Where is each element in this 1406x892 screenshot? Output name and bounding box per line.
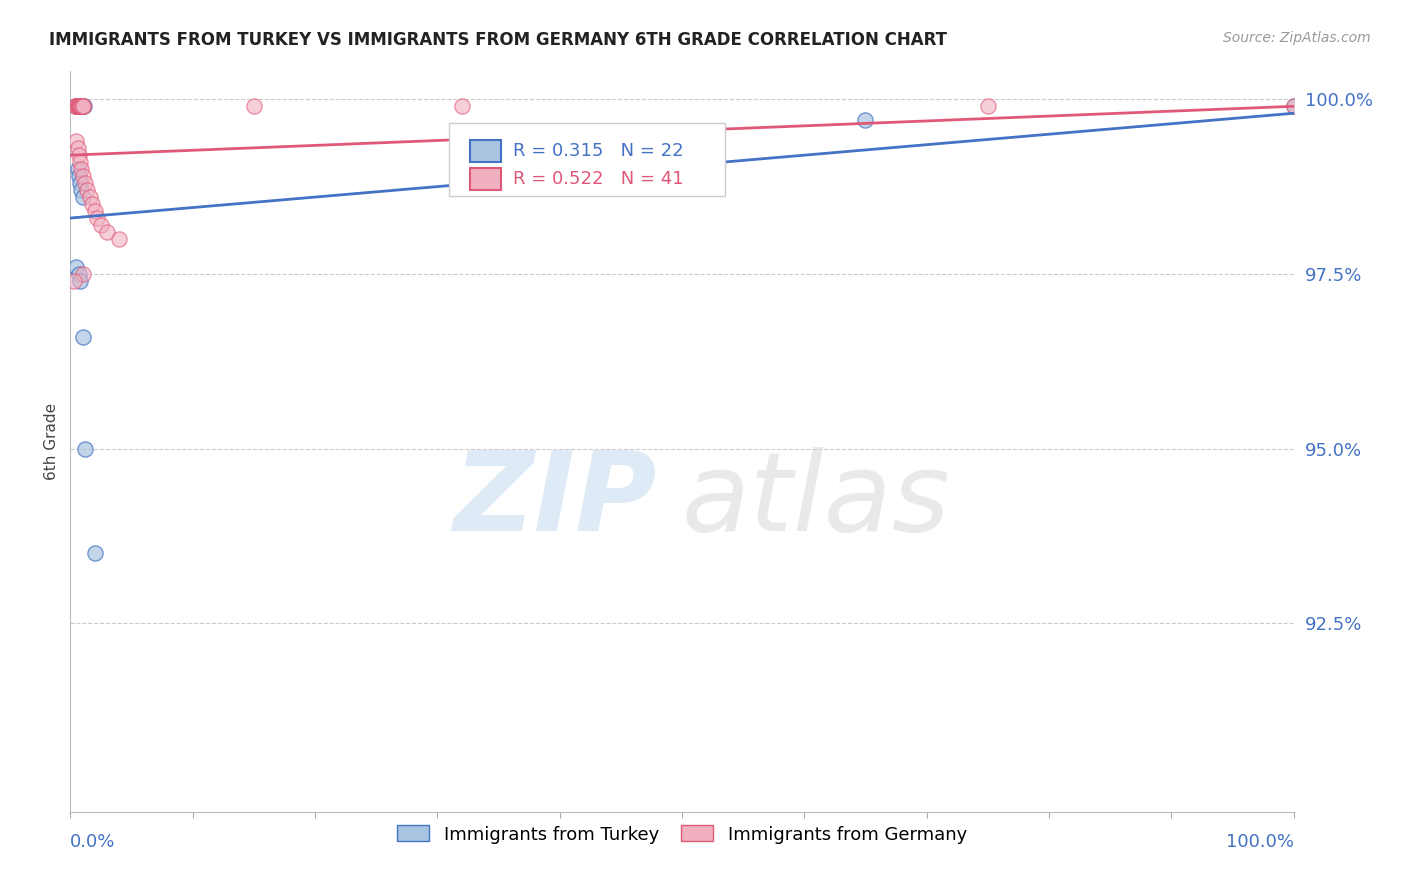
Point	[73, 176, 96, 190]
Point	[70, 99, 93, 113]
Point	[1282, 99, 1305, 113]
Point	[66, 99, 89, 113]
Point	[66, 99, 89, 113]
Point	[70, 183, 93, 197]
Point	[79, 190, 101, 204]
Point	[69, 99, 91, 113]
Point	[86, 211, 108, 225]
Point	[67, 148, 90, 162]
Point	[69, 99, 91, 113]
Point	[72, 330, 94, 344]
Point	[67, 99, 90, 113]
Point	[83, 204, 105, 219]
Point	[72, 267, 94, 281]
Point	[66, 99, 89, 113]
Point	[73, 442, 96, 456]
Point	[976, 99, 998, 113]
Point	[67, 169, 90, 183]
Point	[82, 197, 104, 211]
Point	[67, 99, 90, 113]
Point	[108, 232, 131, 246]
Point	[70, 99, 93, 113]
Point	[69, 99, 91, 113]
Point	[65, 99, 87, 113]
Text: Source: ZipAtlas.com: Source: ZipAtlas.com	[1223, 31, 1371, 45]
Point	[69, 176, 91, 190]
Point	[450, 99, 472, 113]
Point	[65, 134, 87, 148]
Point	[65, 260, 87, 274]
Point	[67, 99, 90, 113]
Text: atlas: atlas	[682, 447, 950, 554]
Point	[70, 99, 93, 113]
Point	[63, 274, 86, 288]
Point	[72, 169, 94, 183]
Point	[72, 99, 94, 113]
Point	[69, 99, 91, 113]
FancyBboxPatch shape	[470, 140, 501, 162]
Legend: Immigrants from Turkey, Immigrants from Germany: Immigrants from Turkey, Immigrants from …	[389, 818, 974, 851]
Point	[72, 99, 94, 113]
Point	[67, 99, 90, 113]
Text: ZIP: ZIP	[454, 447, 658, 554]
Point	[72, 190, 94, 204]
Point	[67, 99, 90, 113]
Point	[243, 99, 266, 113]
Point	[66, 162, 89, 177]
Point	[76, 183, 98, 197]
Point	[69, 99, 91, 113]
Point	[70, 162, 93, 177]
Y-axis label: 6th Grade: 6th Grade	[44, 403, 59, 480]
Point	[72, 99, 94, 113]
Point	[855, 113, 877, 128]
Text: R = 0.522   N = 41: R = 0.522 N = 41	[513, 169, 683, 187]
Text: R = 0.315   N = 22: R = 0.315 N = 22	[513, 143, 683, 161]
Point	[73, 99, 96, 113]
Point	[1282, 99, 1305, 113]
Point	[63, 99, 86, 113]
FancyBboxPatch shape	[450, 123, 724, 195]
Point	[66, 141, 89, 155]
Point	[67, 267, 90, 281]
Point	[67, 99, 90, 113]
Text: 100.0%: 100.0%	[1226, 832, 1294, 851]
Text: 0.0%: 0.0%	[70, 832, 115, 851]
Point	[72, 99, 94, 113]
Point	[70, 99, 93, 113]
Point	[65, 99, 87, 113]
FancyBboxPatch shape	[470, 168, 501, 190]
Point	[65, 99, 87, 113]
Point	[69, 274, 91, 288]
Point	[83, 546, 105, 560]
Point	[69, 155, 91, 169]
Point	[70, 99, 93, 113]
Point	[96, 225, 118, 239]
Text: IMMIGRANTS FROM TURKEY VS IMMIGRANTS FROM GERMANY 6TH GRADE CORRELATION CHART: IMMIGRANTS FROM TURKEY VS IMMIGRANTS FRO…	[49, 31, 948, 49]
Point	[90, 218, 112, 232]
Point	[66, 99, 89, 113]
